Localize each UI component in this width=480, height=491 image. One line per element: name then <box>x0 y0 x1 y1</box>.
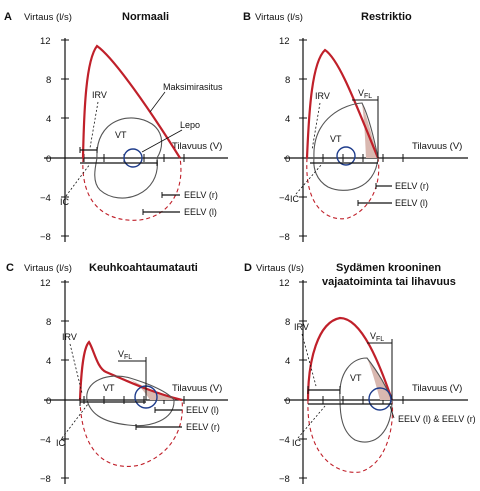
panel-letter: B <box>243 11 251 23</box>
y-axis-label: Virtaus (l/s) <box>255 12 303 23</box>
y-tick-label: 4 <box>46 356 51 367</box>
y-tick-label: −4 <box>40 435 51 446</box>
maximal-inspiratory-curve <box>307 399 394 473</box>
panel-letter: A <box>4 11 12 23</box>
vt-label: VT <box>330 134 342 144</box>
eelv-r-label: EELV (r) <box>184 190 218 200</box>
y-tick-label: 0 <box>285 396 290 407</box>
eelv-r-label: EELV (r) <box>395 181 429 191</box>
panel-title: Sydämen krooninen <box>336 262 441 274</box>
eelv-l-label: EELV (l) <box>184 207 217 217</box>
y-tick-label: 0 <box>46 396 51 407</box>
panel-d: D Virtaus (l/s) Sydämen krooninen vajaat… <box>244 262 476 485</box>
exercise-tidal-loop <box>86 375 175 427</box>
vt-label: VT <box>350 373 362 383</box>
y-ticks <box>61 39 69 237</box>
y-tick-label: −8 <box>40 474 51 485</box>
x-ticks <box>322 154 404 162</box>
y-tick-label: 12 <box>279 36 290 47</box>
panel-c: C Virtaus (l/s) Keuhkoahtaumatauti 12 8 … <box>6 262 228 485</box>
irv-label: IRV <box>315 91 330 101</box>
y-axis-label: Virtaus (l/s) <box>256 263 304 274</box>
maximal-inspiratory-curve <box>79 399 183 467</box>
resting-tidal-loop <box>336 146 356 166</box>
y-tick-label: 8 <box>46 317 51 328</box>
ic-label: IC <box>292 438 302 448</box>
maximal-expiratory-curve <box>81 44 181 159</box>
eelv-l-label: EELV (l) <box>395 198 428 208</box>
irv-label: IRV <box>294 322 309 332</box>
ic-label: IC <box>60 197 70 207</box>
panel-letter: D <box>244 262 252 274</box>
y-tick-label: −8 <box>279 232 290 243</box>
maximal-inspiratory-curve <box>306 157 380 220</box>
y-tick-label: −4 <box>279 193 290 204</box>
ic-label: IC <box>290 194 300 204</box>
y-tick-label: 12 <box>40 278 51 289</box>
max-exercise-label: Maksimirasitus <box>163 82 223 92</box>
y-tick-label: 8 <box>46 75 51 86</box>
x-axis-label: Tilavuus (V) <box>172 141 222 152</box>
irv-label: IRV <box>92 90 107 100</box>
panel-a: A Virtaus (l/s) Normaali 12 8 4 0 −4 −8 … <box>4 11 228 243</box>
resting-tidal-loop <box>123 148 143 168</box>
maximal-expiratory-curve <box>78 340 183 402</box>
flow-limited-area <box>362 103 378 158</box>
y-axis-label: Virtaus (l/s) <box>24 12 72 23</box>
eelv-l-label: EELV (l) <box>186 405 219 415</box>
rest-label: Lepo <box>180 120 200 130</box>
y-tick-label: −8 <box>279 474 290 485</box>
y-axis-label: Virtaus (l/s) <box>24 263 72 274</box>
exercise-tidal-loop <box>339 357 393 443</box>
y-tick-label: 8 <box>285 75 290 86</box>
y-ticks <box>61 281 69 479</box>
panel-b: B Virtaus (l/s) Restriktio 12 8 4 0 −4 −… <box>243 11 468 243</box>
y-tick-label: 12 <box>40 36 51 47</box>
vfl-label: VFL <box>370 331 384 343</box>
y-ticks <box>299 281 307 479</box>
irv-label: IRV <box>62 332 77 342</box>
y-tick-label: 12 <box>279 278 290 289</box>
ic-label: IC <box>56 438 66 448</box>
x-axis-label: Tilavuus (V) <box>412 383 462 394</box>
y-ticks <box>299 39 307 237</box>
x-axis-label: Tilavuus (V) <box>172 383 222 394</box>
vfl-label: VFL <box>358 88 372 100</box>
exercise-tidal-loop <box>94 117 163 199</box>
y-tick-label: 4 <box>46 114 51 125</box>
panel-title: Keuhkoahtaumatauti <box>89 262 198 274</box>
resting-tidal-loop <box>368 387 392 411</box>
x-axis-label: Tilavuus (V) <box>412 141 462 152</box>
y-tick-label: 0 <box>46 154 51 165</box>
eelv-both-label: EELV (l) & EELV (r) <box>398 414 476 424</box>
vt-label: VT <box>115 130 127 140</box>
panel-letter: C <box>6 262 14 274</box>
maximal-expiratory-curve <box>305 48 380 159</box>
y-tick-label: 4 <box>285 356 290 367</box>
maximal-inspiratory-curve <box>82 157 182 221</box>
y-tick-label: 8 <box>285 317 290 328</box>
y-tick-label: −4 <box>279 435 290 446</box>
eelv-r-label: EELV (r) <box>186 422 220 432</box>
vfl-label: VFL <box>118 349 132 361</box>
panel-title: Restriktio <box>361 11 412 23</box>
y-tick-label: −8 <box>40 232 51 243</box>
maximal-expiratory-curve <box>306 316 394 401</box>
panel-title-line2: vajaatoiminta tai lihavuus <box>322 276 456 288</box>
y-tick-label: −4 <box>40 193 51 204</box>
panel-title: Normaali <box>122 11 169 23</box>
vt-label: VT <box>103 383 115 393</box>
y-tick-label: 0 <box>285 154 290 165</box>
y-tick-label: 4 <box>285 114 290 125</box>
